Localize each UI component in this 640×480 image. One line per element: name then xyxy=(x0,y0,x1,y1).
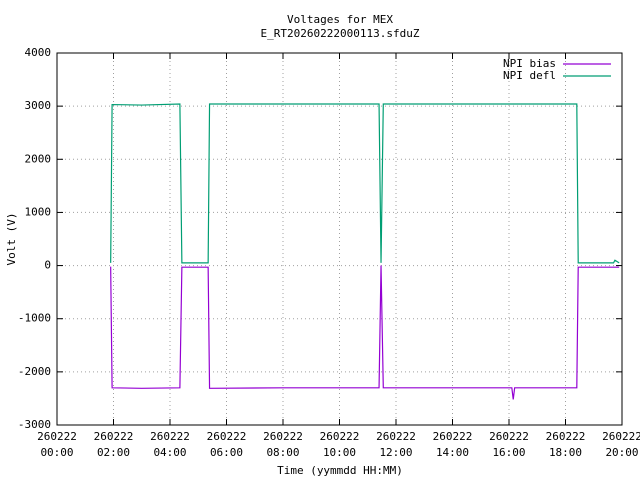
x-tick-label: 06:00 xyxy=(210,446,243,459)
x-tick-label: 260222 xyxy=(37,430,77,443)
x-tick-label: 260222 xyxy=(489,430,529,443)
legend-label: NPI defl xyxy=(503,69,556,82)
x-tick-label: 260222 xyxy=(546,430,586,443)
y-tick-label: 0 xyxy=(44,259,51,272)
x-tick-label: 14:00 xyxy=(436,446,469,459)
y-tick-label: -3000 xyxy=(18,418,51,431)
x-tick-label: 12:00 xyxy=(379,446,412,459)
x-tick-label: 20:00 xyxy=(605,446,638,459)
x-tick-label: 04:00 xyxy=(153,446,186,459)
y-tick-label: -1000 xyxy=(18,312,51,325)
x-tick-label: 08:00 xyxy=(266,446,299,459)
x-tick-label: 00:00 xyxy=(40,446,73,459)
x-tick-label: 260222 xyxy=(94,430,134,443)
x-tick-label: 18:00 xyxy=(549,446,582,459)
x-tick-label: 260222 xyxy=(602,430,640,443)
x-tick-label: 10:00 xyxy=(323,446,356,459)
x-tick-label: 02:00 xyxy=(97,446,130,459)
chart-title: E_RT20260222000113.sfduZ xyxy=(261,27,420,40)
y-tick-label: 1000 xyxy=(25,205,52,218)
x-tick-label: 260222 xyxy=(207,430,247,443)
y-tick-label: 4000 xyxy=(25,46,52,59)
x-tick-label: 260222 xyxy=(150,430,190,443)
data-line xyxy=(110,265,620,400)
legend-label: NPI bias xyxy=(503,57,556,70)
x-tick-label: 260222 xyxy=(433,430,473,443)
y-tick-label: -2000 xyxy=(18,365,51,378)
y-axis-label: Volt (V) xyxy=(5,213,18,266)
x-tick-label: 16:00 xyxy=(492,446,525,459)
x-axis-label: Time (yymmdd HH:MM) xyxy=(277,464,403,477)
y-tick-label: 3000 xyxy=(25,99,52,112)
y-tick-label: 2000 xyxy=(25,152,52,165)
chart-title: Voltages for MEX xyxy=(287,13,393,26)
data-line xyxy=(110,103,620,264)
x-tick-label: 260222 xyxy=(263,430,303,443)
x-tick-label: 260222 xyxy=(376,430,416,443)
plot-frame xyxy=(56,52,623,426)
x-tick-label: 260222 xyxy=(320,430,360,443)
